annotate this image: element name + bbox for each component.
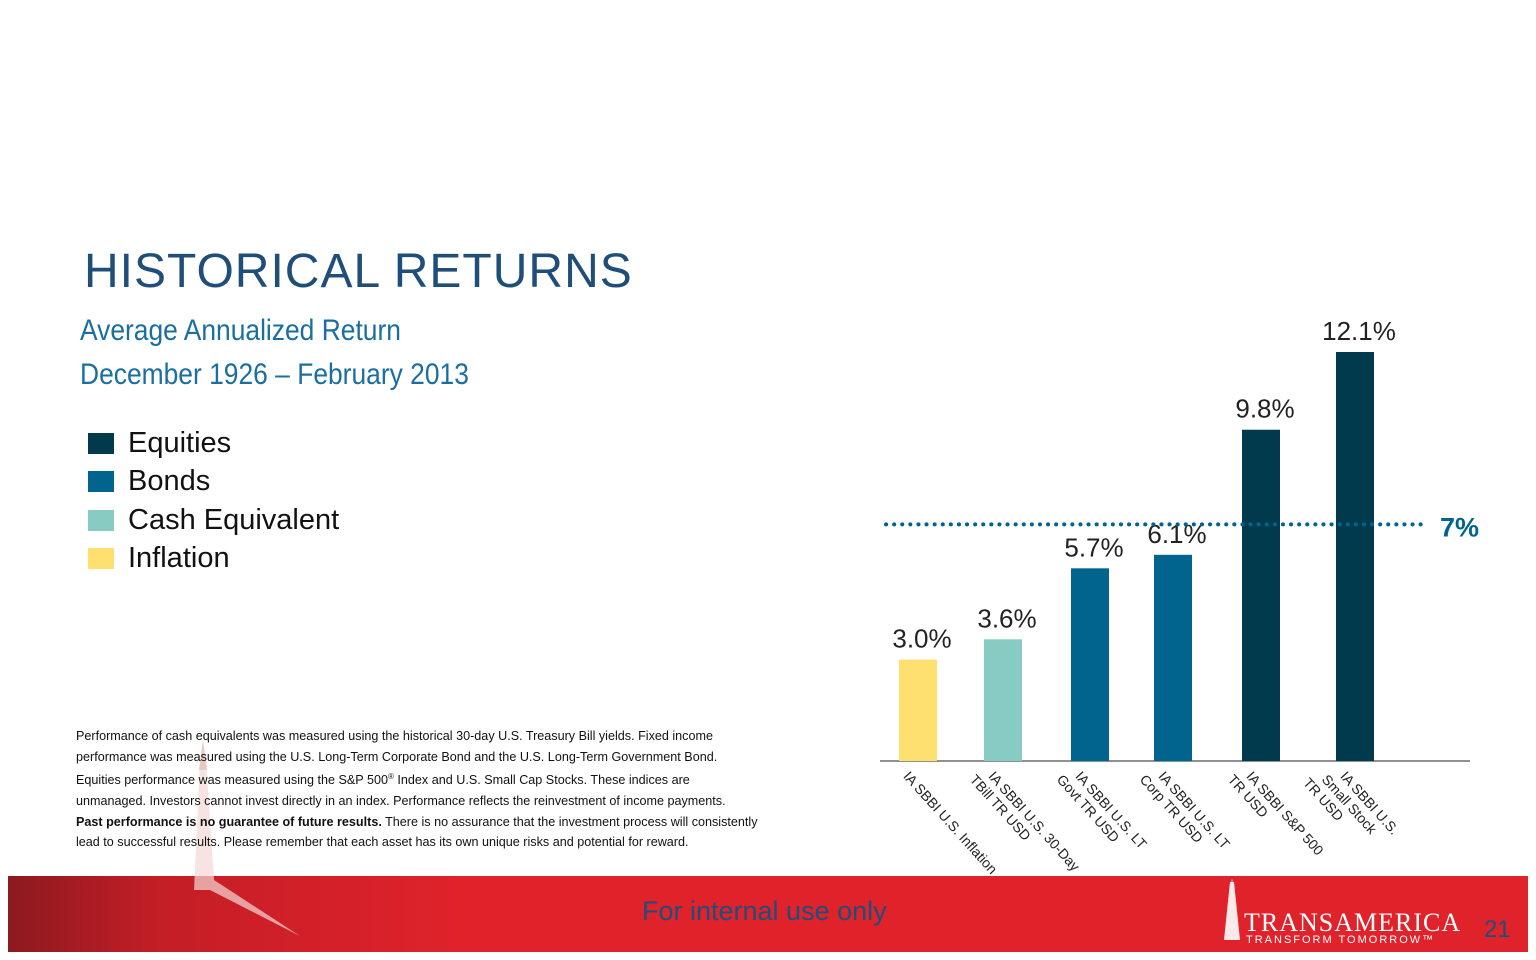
footnote-disclaimer-bold: Past performance is no guarantee of futu… <box>76 814 382 829</box>
data-label-5: 9.8% <box>1235 394 1294 424</box>
internal-use-notice: For internal use only <box>642 896 887 926</box>
legend-item-equities: Equities <box>88 424 339 463</box>
legend-swatch-inflation <box>88 548 114 570</box>
legend-swatch-equities <box>88 432 114 454</box>
legend-item-cash-equivalent: Cash Equivalent <box>88 501 339 540</box>
footnote: Performance of cash equivalents was meas… <box>76 726 758 853</box>
pyramid-tower-graphic <box>194 740 300 936</box>
footnote-disclaimer-rest: There is no assurance that the investmen… <box>76 814 758 850</box>
bar-5 <box>1242 429 1280 761</box>
footnote-text-part-1: Performance of cash equivalents was meas… <box>76 729 718 788</box>
transamerica-logo <box>1224 878 1240 940</box>
bar-4 <box>1154 554 1192 761</box>
chart-subtitle-line-2: December 1926 – February 2013 <box>80 358 469 391</box>
data-label-3: 5.7% <box>1064 532 1123 562</box>
legend-label-inflation: Inflation <box>128 542 230 575</box>
brand-tagline: TRANSFORM TOMORROW™ <box>1246 934 1436 946</box>
slide-title: HISTORICAL RETURNS <box>84 245 633 298</box>
legend-label-bonds: Bonds <box>128 465 211 498</box>
legend-item-inflation: Inflation <box>88 540 339 579</box>
bar-1 <box>899 659 937 761</box>
reference-line-label: 7% <box>1440 512 1479 542</box>
legend-swatch-cash-equivalent <box>88 509 114 531</box>
chart-legend: Equities Bonds Cash Equivalent Inflation <box>88 424 339 578</box>
footnote-registered-mark: ® <box>388 772 394 782</box>
legend-item-bonds: Bonds <box>88 463 339 502</box>
footnote-text-part-2: Index and U.S. Small Cap Stocks. These i… <box>76 773 726 808</box>
chart-subtitle-line-1: Average Annualized Return <box>80 314 401 347</box>
bar-2 <box>984 639 1022 761</box>
data-label-6: 12.1% <box>1322 316 1396 346</box>
legend-label-equities: Equities <box>128 426 232 459</box>
legend-label-cash-equivalent: Cash Equivalent <box>128 503 340 536</box>
bar-6 <box>1336 352 1374 761</box>
legend-swatch-bonds <box>88 471 114 493</box>
bar-3 <box>1071 568 1109 761</box>
page-number: 21 <box>1484 916 1511 943</box>
data-label-1: 3.0% <box>892 624 951 654</box>
brand-name: TRANSAMERICA <box>1244 908 1462 937</box>
data-label-2: 3.6% <box>977 603 1036 633</box>
